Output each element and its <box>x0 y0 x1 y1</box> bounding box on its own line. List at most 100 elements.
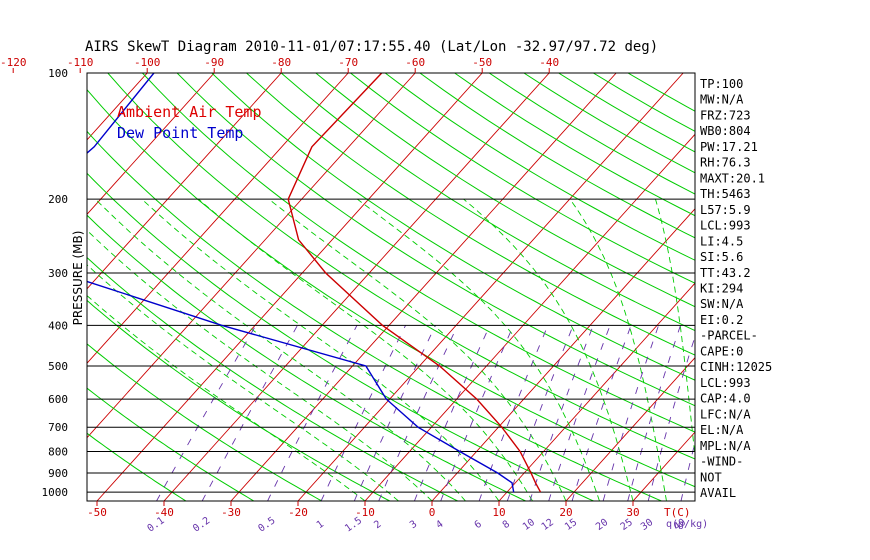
mixing-ratio-label: 0.2 <box>191 515 212 534</box>
mixing-ratio-line <box>201 325 298 501</box>
pressure-tick-label: 700 <box>48 421 68 434</box>
legend: Ambient Air Temp Dew Point Temp <box>117 103 262 142</box>
mixing-ratio-line <box>506 325 574 501</box>
index-label: WB0:804 <box>700 124 751 138</box>
moist-adiabat-line <box>198 198 533 501</box>
isotherm-line <box>565 356 695 501</box>
moist-adiabat-line <box>141 198 500 501</box>
dry-adiabat-line <box>107 73 695 460</box>
dry-adiabat-line <box>87 343 323 501</box>
chart-title: AIRS SkewT Diagram 2010-11-01/07:17:55.4… <box>85 39 658 55</box>
mixing-ratio-line <box>680 440 695 501</box>
index-label: MW:N/A <box>700 93 744 107</box>
index-label: CAPE:0 <box>700 344 743 358</box>
pressure-tick-label: 600 <box>48 393 68 406</box>
mixing-ratio-line <box>378 325 459 501</box>
dry-adiabat-line <box>176 73 695 407</box>
mixing-ratio-line <box>156 325 257 501</box>
index-label: LCL:993 <box>700 376 751 390</box>
mixing-ratio-label: 30 <box>639 517 655 533</box>
index-label: PW:17.21 <box>700 140 758 154</box>
dry-adiabat-line <box>87 432 187 501</box>
pressure-tick-label: 800 <box>48 446 68 459</box>
legend-dew-point: Dew Point Temp <box>117 124 243 142</box>
dry-adiabat-line <box>142 73 695 433</box>
isotherm-line <box>87 73 282 290</box>
index-label: TH:5463 <box>700 187 751 201</box>
moist-adiabat-line <box>463 198 634 501</box>
dry-adiabat-line <box>454 73 695 217</box>
isotherm-line <box>87 73 416 439</box>
air-temp-profile-line <box>287 73 542 493</box>
isotherm-line <box>431 208 695 501</box>
mixing-ratio-label: 10 <box>521 517 537 533</box>
moist-adiabat-line <box>87 229 433 501</box>
index-label: CINH:12025 <box>700 360 772 374</box>
bottom-temp-tick-label: 10 <box>492 506 505 519</box>
isotherm-line <box>87 73 349 364</box>
y-axis-label: PRESSURE (MB) <box>71 231 85 326</box>
index-label: CAP:4.0 <box>700 392 751 406</box>
index-label: EL:N/A <box>700 423 744 437</box>
mixing-ratio-line <box>478 325 549 501</box>
bottom-temp-tick-label: -40 <box>154 506 174 519</box>
dry-adiabat-line <box>87 387 255 501</box>
index-label: MAXT:20.1 <box>700 171 765 185</box>
top-temp-tick-label: -120 <box>0 56 26 69</box>
dry-adiabat-line <box>246 73 695 356</box>
top-temp-tick-label: -40 <box>539 56 559 69</box>
index-label: RH:76.3 <box>700 156 751 170</box>
dry-adiabat-line <box>87 88 695 488</box>
index-label: TT:43.2 <box>700 266 751 280</box>
mixing-ratio-label: 20 <box>594 517 610 533</box>
isotherm-line <box>834 73 870 501</box>
mixing-ratio-label: 15 <box>563 517 579 533</box>
isotherm-line <box>0 73 13 501</box>
dry-adiabat-line <box>87 214 526 501</box>
index-label: AVAIL <box>700 486 736 500</box>
top-temp-tick-label: -60 <box>405 56 425 69</box>
isotherm-line <box>230 73 617 501</box>
isotherm-line <box>163 73 550 501</box>
dry-adiabat-line <box>350 73 695 284</box>
moist-adiabat-line <box>357 198 600 501</box>
moist-adiabat-line <box>655 199 695 460</box>
mixing-ratio-label: 1 <box>315 519 326 531</box>
index-label: -PARCEL- <box>700 329 758 343</box>
axes: 0.1 0.2 0.5 1 1.5 2 3 4 6 8 10 12 15 20 25 30 4010020030… <box>0 56 708 535</box>
index-label: LCL:993 <box>700 219 751 233</box>
pressure-tick-label: 200 <box>48 193 68 206</box>
mixing-ratio-label: 3 <box>408 519 419 531</box>
top-temp-tick-label: -100 <box>134 56 161 69</box>
mixing-ratio-label: 12 <box>540 517 556 533</box>
moist-adiabat-line <box>87 295 366 501</box>
mixing-ratio-label: 25 <box>619 517 635 533</box>
top-temp-tick-label: -50 <box>472 56 492 69</box>
mixing-ratio-label: 0.5 <box>256 515 277 534</box>
dry-adiabat-line <box>211 73 695 381</box>
moist-adiabat-line <box>87 264 399 501</box>
index-label: TP:100 <box>700 77 743 91</box>
isotherm-line <box>498 282 695 501</box>
index-label: L57:5.9 <box>700 203 751 217</box>
dry-adiabat-line <box>280 73 695 332</box>
legend-air-temp: Ambient Air Temp <box>117 103 262 121</box>
isotherm-line <box>87 73 215 216</box>
index-label: -WIND- <box>700 455 743 469</box>
isobars <box>87 72 695 493</box>
pressure-tick-label: 900 <box>48 467 68 480</box>
isotherm-line <box>297 73 684 501</box>
dry-adiabat-line <box>315 73 695 308</box>
top-temp-tick-label: -70 <box>338 56 358 69</box>
mixing-ratio-line <box>602 325 660 501</box>
top-temp-tick-label: -80 <box>271 56 291 69</box>
bottom-temp-tick-label: 20 <box>559 506 572 519</box>
bottom-temp-tick-label: -50 <box>87 506 107 519</box>
pressure-tick-label: 1000 <box>42 486 69 499</box>
top-temp-tick-label: -90 <box>204 56 224 69</box>
dry-adiabat-line <box>87 130 662 501</box>
dry-adiabat-line <box>523 73 695 174</box>
dry-adiabat-line <box>384 73 695 261</box>
mixing-ratio-line <box>353 325 437 501</box>
index-label: EI:0.2 <box>700 313 743 327</box>
